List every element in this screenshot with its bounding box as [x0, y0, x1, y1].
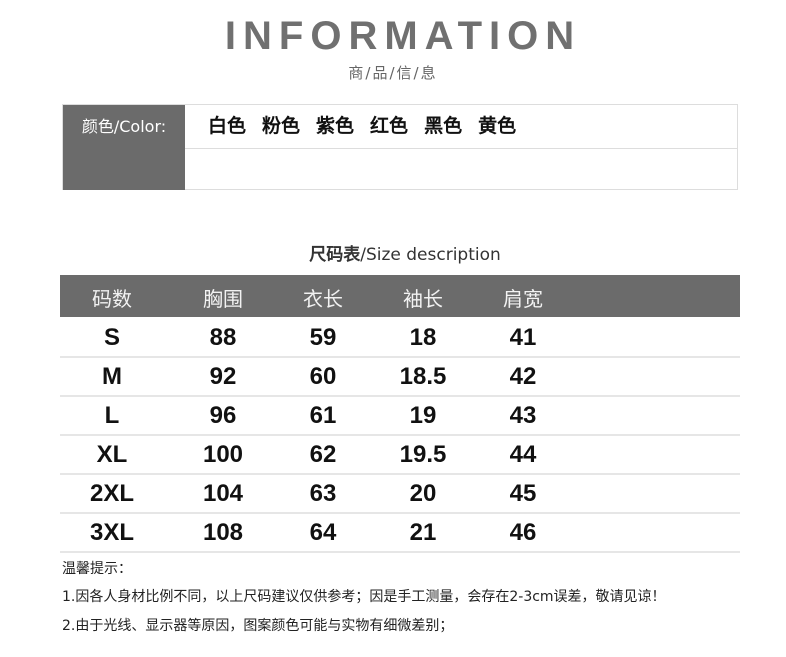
note-item: 1.因各人身材比例不同，以上尺码建议仅供参考；因是手工测量，会存在2-3cm误差…	[62, 589, 666, 605]
table-cell: 88	[209, 324, 237, 351]
table-cell: L	[104, 402, 120, 429]
table-cell: 41	[509, 324, 537, 351]
page-subtitle: 商/品/信/息	[348, 64, 438, 82]
table-cell: 64	[309, 519, 337, 546]
table-cell: S	[103, 324, 121, 351]
table-cell: M	[102, 363, 122, 390]
color-option: 黄色	[478, 115, 517, 137]
table-cell: 63	[309, 480, 337, 507]
table-cell: 19.5	[399, 441, 447, 468]
table-row: 2XL 104 63 20 45	[60, 474, 740, 514]
table-cell: 18.5	[399, 363, 447, 390]
table-row: XL 100 62 19.5 44	[60, 435, 740, 475]
size-table-header: 码数 胸围 衣长 袖长 肩宽	[60, 275, 740, 317]
color-table: 颜色/Color: 白色 粉色 紫色 红色 黑色 黄色	[62, 104, 738, 190]
table-cell: 19	[409, 402, 437, 429]
color-label: 颜色/Color:	[63, 105, 185, 148]
table-cell: 44	[509, 441, 537, 468]
table-cell: 100	[202, 441, 244, 468]
table-cell: 108	[202, 519, 244, 546]
empty-label-cell	[63, 148, 185, 190]
table-cell: 2XL	[89, 480, 135, 507]
heading-bold: 尺码表	[309, 245, 361, 265]
table-row: L 96 61 19 43	[60, 396, 740, 436]
color-list: 白色 粉色 紫色 红色 黑色 黄色	[208, 105, 532, 148]
table-cell: 21	[409, 519, 437, 546]
table-cell: 62	[309, 441, 337, 468]
table-cell: 61	[309, 402, 337, 429]
notes-title: 温馨提示：	[62, 561, 132, 577]
table-cell: 96	[209, 402, 237, 429]
table-cell: 45	[509, 480, 537, 507]
table-cell: 46	[509, 519, 537, 546]
col-header: 码数	[92, 287, 132, 311]
table-cell: 42	[509, 363, 537, 390]
table-cell: 3XL	[89, 519, 135, 546]
color-row: 颜色/Color: 白色 粉色 紫色 红色 黑色 黄色	[63, 105, 737, 149]
table-row: 3XL 108 64 21 46	[60, 513, 740, 553]
table-row: S 88 59 18 41	[60, 318, 740, 358]
table-cell: 43	[509, 402, 537, 429]
note-item: 2.由于光线、显示器等原因，图案颜色可能与实物有细微差别；	[62, 618, 454, 634]
table-row: M 92 60 18.5 42	[60, 357, 740, 397]
col-header: 肩宽	[503, 287, 543, 311]
heading-rest: /Size description	[360, 245, 501, 265]
color-option: 粉色	[262, 115, 301, 137]
table-cell: 18	[409, 324, 437, 351]
table-cell: 104	[202, 480, 244, 507]
table-cell: 59	[309, 324, 337, 351]
col-header: 胸围	[203, 287, 243, 311]
col-header: 衣长	[303, 287, 343, 311]
table-cell: 20	[409, 480, 437, 507]
page-title: INFORMATION	[224, 14, 582, 58]
size-table-heading: 尺码表/Size description	[0, 240, 786, 265]
color-option: 黑色	[424, 115, 463, 137]
empty-row	[63, 148, 737, 191]
table-cell: XL	[96, 441, 128, 468]
table-cell: 92	[209, 363, 237, 390]
color-option: 红色	[370, 115, 409, 137]
color-option: 紫色	[316, 115, 355, 137]
col-header: 袖长	[403, 287, 443, 311]
table-cell: 60	[309, 363, 337, 390]
color-option: 白色	[208, 115, 247, 137]
